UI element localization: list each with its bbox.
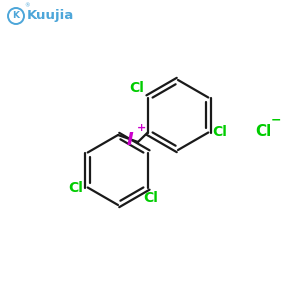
Text: Kuujia: Kuujia [27, 10, 74, 22]
Text: Cl: Cl [129, 80, 144, 94]
Text: K: K [13, 11, 20, 20]
Text: I: I [127, 131, 134, 149]
Text: −: − [271, 114, 281, 127]
Text: Cl: Cl [68, 181, 83, 194]
Text: ®: ® [24, 3, 29, 8]
Text: Cl: Cl [255, 124, 271, 140]
Text: Cl: Cl [212, 125, 227, 140]
Text: Cl: Cl [143, 191, 158, 206]
Text: +: + [137, 123, 146, 133]
